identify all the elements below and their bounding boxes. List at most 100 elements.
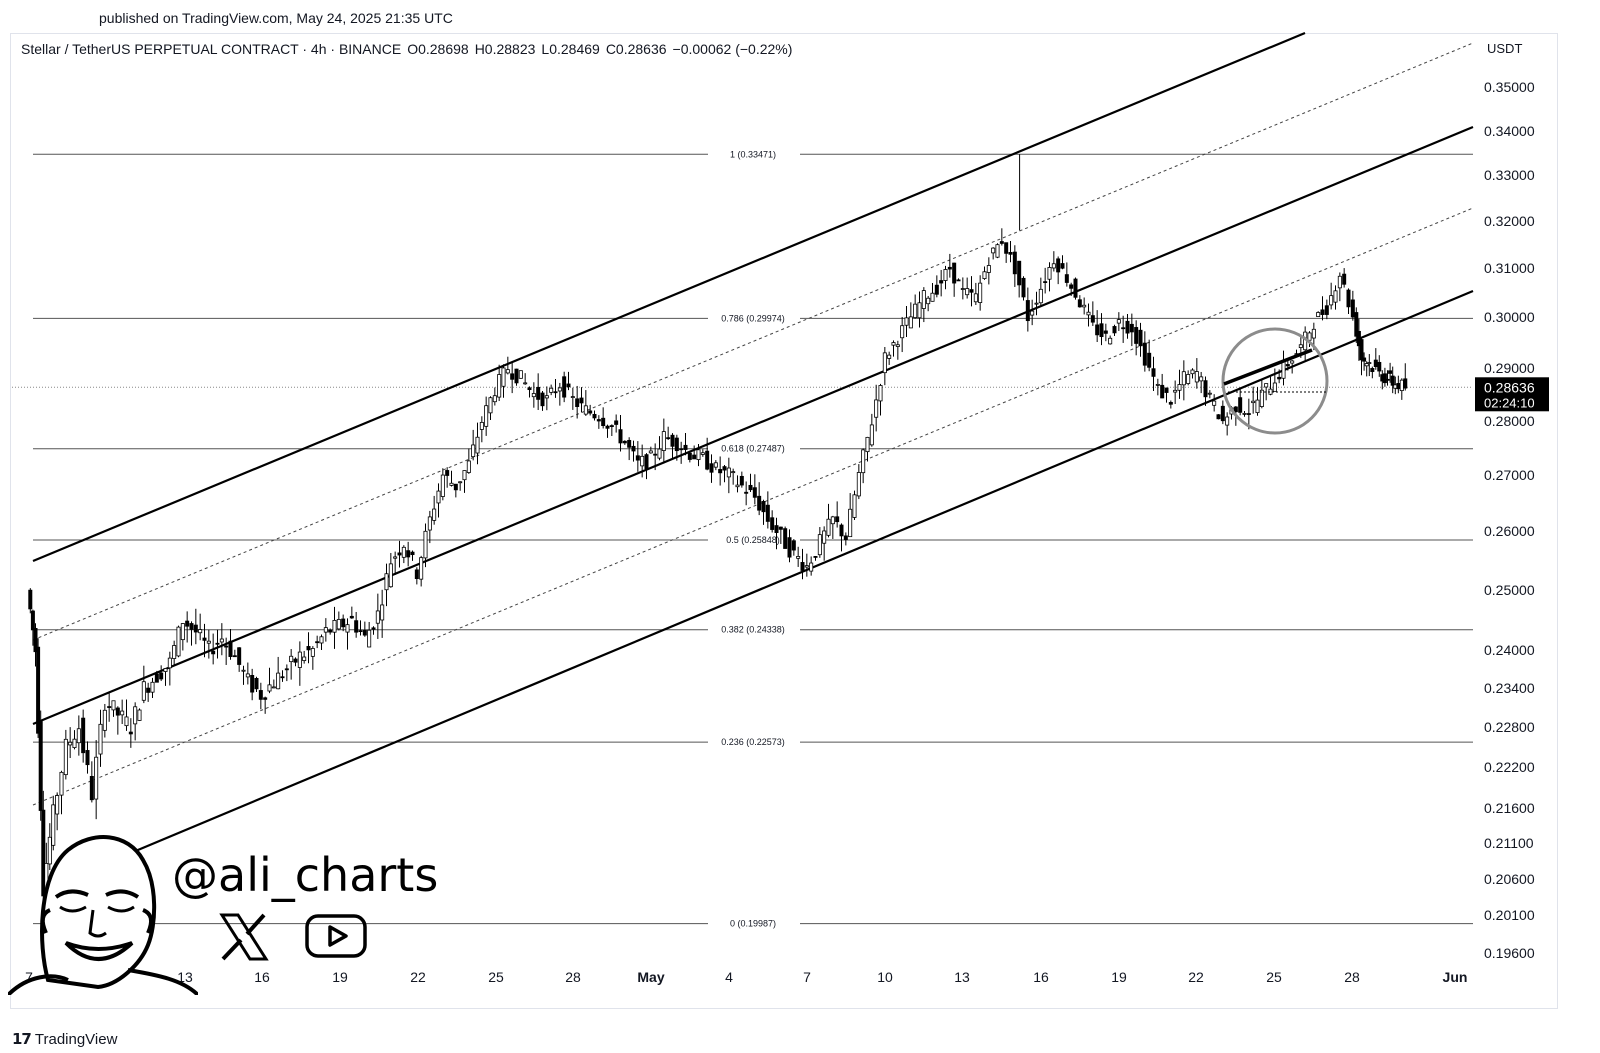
candle [1051,263,1056,269]
candle [1155,383,1160,386]
candle [263,697,268,700]
candle [900,325,905,339]
candle [527,387,532,391]
ohlc-high: H0.28823 [474,41,536,57]
ohlc-close: C0.28636 [605,41,667,57]
candle [51,804,56,846]
candle [618,429,623,444]
candle [1370,368,1375,372]
x-tick-label: 4 [725,969,733,985]
candle [1212,400,1217,406]
y-tick-label: 0.23400 [1484,680,1535,696]
y-tick-label: 0.22200 [1484,759,1535,775]
countdown-label: 02:24:10 [1484,395,1535,410]
candle [1151,368,1156,377]
candle [159,672,164,680]
candle [371,627,376,630]
x-tick-label: 25 [488,969,504,985]
candle [852,494,857,518]
candle [215,642,220,645]
candle [830,516,835,525]
candle [908,316,913,329]
y-tick-label: 0.21100 [1484,835,1534,851]
candle [1090,315,1095,323]
fib-label-bg [708,735,800,749]
candle [1043,281,1048,284]
candle [206,640,211,644]
candle [271,686,276,689]
y-tick-label: 0.25000 [1484,582,1535,598]
candle [124,716,129,727]
candle [748,484,753,491]
candle [250,674,255,693]
candle [1138,329,1143,347]
candle [1129,323,1134,333]
candle [1173,389,1178,393]
candle [731,471,736,474]
candle [536,386,541,400]
candle [76,728,81,744]
candle [63,738,68,776]
candle [882,352,887,374]
x-tick-label: May [637,969,664,985]
candle [1242,412,1247,415]
candle [332,619,337,633]
candle [791,540,796,551]
candle [94,756,99,800]
published-caption: published on TradingView.com, May 24, 20… [99,10,453,26]
candle [947,266,952,270]
candle [1346,289,1351,308]
candle [466,460,471,473]
candle [982,271,987,280]
ohlc-open: O0.28698 [407,41,469,57]
candle [544,395,549,399]
candle [583,405,588,415]
brand-footer[interactable]: 𝟭𝟳 TradingView [12,1030,117,1049]
youtube-icon[interactable] [305,914,367,958]
candle [609,425,614,427]
candle [36,646,41,734]
candle [1298,344,1303,348]
candle [432,508,437,521]
candle [605,425,610,429]
candle [436,490,441,504]
candle [167,657,172,669]
candle [345,624,350,633]
candle [163,668,168,672]
candle [696,449,701,461]
candle [111,700,116,711]
candle [484,405,489,427]
candle [809,562,814,572]
candle [921,290,926,309]
candle [1311,328,1316,339]
fib-label-bg [708,441,800,455]
channel-line [32,31,1306,563]
candle [904,317,909,326]
candle [323,627,328,633]
candle [588,410,593,414]
candle [1112,326,1117,334]
fib-level-label: 0.5 (0.25848) [726,535,780,545]
candle [843,535,848,540]
y-tick-label: 0.35000 [1484,79,1535,95]
candle [224,645,229,648]
candle [449,482,454,486]
candle [778,526,783,530]
currency-label[interactable]: USDT [1487,41,1523,56]
candle [835,516,840,523]
fib-level-label: 0 (0.19987) [730,919,776,929]
candle [1056,258,1061,273]
candle [796,556,801,559]
candle [297,651,302,668]
candle [510,373,515,380]
candle [81,717,86,754]
candle [1147,352,1152,368]
x-tick-label: 19 [332,969,348,985]
x-logo-icon[interactable] [218,912,270,962]
candle [410,551,415,556]
candle [575,398,580,407]
candle [722,466,727,471]
fib-level-label: 0.382 (0.24338) [721,625,785,635]
x-tick-label: 10 [877,969,893,985]
